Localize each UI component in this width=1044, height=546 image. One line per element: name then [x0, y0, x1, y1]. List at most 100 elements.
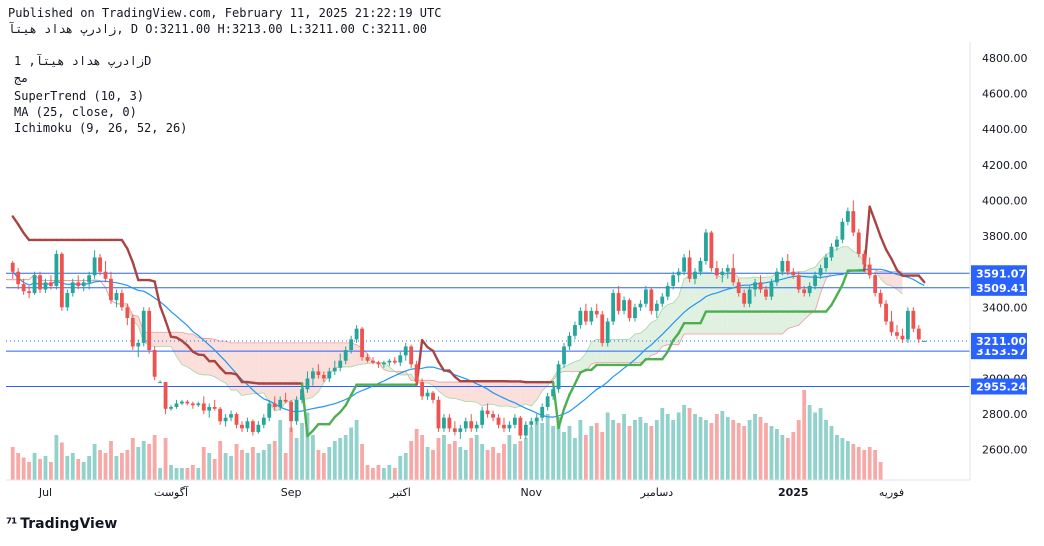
candle-body — [704, 232, 708, 261]
candle-body — [562, 346, 566, 365]
price-line-label-bg — [971, 378, 1027, 395]
supertrend-segment — [120, 238, 129, 250]
candle-body — [611, 293, 616, 322]
candle-body — [502, 424, 506, 429]
volume-bar — [316, 450, 321, 480]
candle-body — [649, 289, 654, 311]
candle-body — [813, 275, 818, 286]
legend-ichimoku[interactable]: Ichimoku (9, 26, 52, 26) — [14, 121, 188, 135]
volume-bar — [802, 390, 807, 480]
candle-body — [709, 232, 714, 269]
volume-bar — [840, 438, 845, 480]
price-chart[interactable]: 2600.002800.003000.003200.003400.003600.… — [6, 42, 1032, 504]
cloud-segment — [482, 382, 488, 407]
volume-bar — [458, 447, 463, 480]
volume-bar — [447, 444, 452, 480]
volume-bar — [38, 459, 42, 480]
candle-body — [436, 399, 441, 429]
volume-bar — [114, 456, 119, 480]
cloud-segment — [220, 341, 226, 383]
price-axis: 2600.002800.003000.003200.003400.003600.… — [6, 42, 1028, 481]
candle-body — [141, 310, 146, 343]
cloud-segment — [858, 253, 865, 274]
volume-bar — [54, 435, 59, 480]
cloud-segment — [787, 272, 794, 329]
candle-body — [496, 417, 501, 425]
supertrend-segment — [328, 415, 336, 426]
candle-body — [311, 371, 315, 379]
volume-bar — [562, 432, 566, 480]
candle-body — [147, 310, 152, 351]
volume-bar — [136, 447, 141, 480]
legend-supertrend[interactable]: SuperTrend (10, 3) — [14, 89, 145, 103]
candle-body — [420, 382, 425, 397]
candle-body — [409, 346, 414, 365]
supertrend-segment — [158, 304, 167, 322]
candle-body — [682, 257, 687, 272]
candle-body — [725, 268, 730, 272]
candle-body — [693, 271, 697, 279]
time-axis: Jul آگوست Sep اکتبر Nov دسامبر 2025 فوریه — [38, 485, 904, 499]
candle-body — [818, 268, 823, 276]
supertrend-segment — [153, 280, 162, 308]
volume-bar — [638, 417, 643, 480]
volume-bar — [665, 414, 670, 480]
candle-body — [622, 300, 626, 311]
candle-body — [922, 340, 927, 342]
legend-ma[interactable]: MA (25, close, 0) — [14, 105, 137, 119]
cloud-segment — [689, 273, 696, 334]
volume-bar — [654, 420, 659, 480]
candle-body — [911, 310, 916, 329]
supertrend-segment — [333, 410, 342, 419]
supertrend-segment — [11, 215, 20, 226]
volume-bar — [130, 438, 135, 480]
candle-body — [212, 407, 217, 409]
volume-bar — [207, 453, 212, 480]
candle-body — [169, 407, 173, 409]
volume-bar — [725, 417, 730, 480]
supertrend-segment — [164, 319, 173, 338]
candle-body — [769, 282, 774, 297]
supertrend-segment — [666, 339, 675, 353]
candle-body — [10, 262, 15, 272]
y-tick-label: 2800.00 — [982, 408, 1028, 421]
candle-body — [65, 293, 70, 308]
candle-body — [32, 275, 37, 294]
last-price-label: 3211.00 — [976, 335, 1026, 348]
candle-body — [49, 282, 53, 286]
volume-bar — [376, 465, 381, 480]
candle-body — [43, 282, 48, 290]
x-tick-label: Sep — [281, 486, 302, 499]
volume-bar — [196, 468, 201, 480]
candle-body — [862, 253, 867, 265]
volume-bar — [463, 450, 468, 480]
cloud-segment — [274, 342, 281, 412]
candle-body — [829, 246, 834, 258]
x-tick-label: 2025 — [778, 486, 809, 499]
candle-body — [878, 293, 883, 304]
supertrend-segment — [573, 371, 582, 386]
candle-body — [16, 271, 21, 285]
cloud-segment — [744, 277, 750, 334]
cloud-segment — [585, 342, 592, 372]
candle-body — [442, 417, 446, 429]
candle-body — [321, 374, 326, 379]
candle-body — [676, 271, 681, 276]
candle-body — [736, 282, 741, 294]
volume-bar — [507, 435, 512, 480]
candlesticks — [10, 200, 927, 440]
candle-body — [573, 325, 577, 336]
cloud-segment — [700, 272, 706, 334]
candle-body — [873, 275, 878, 294]
tradingview-footer: ⁷¹ TradingView — [6, 516, 117, 532]
candle-body — [332, 367, 337, 372]
volume-bar — [10, 447, 15, 480]
volume-bar — [261, 450, 266, 480]
volume-bar — [158, 468, 163, 480]
volume-bar — [824, 420, 828, 480]
supertrend-segment — [311, 423, 320, 432]
candle-body — [540, 407, 545, 418]
volume-bar — [343, 435, 348, 480]
volume-bar — [76, 459, 81, 480]
candle-body — [824, 257, 828, 269]
